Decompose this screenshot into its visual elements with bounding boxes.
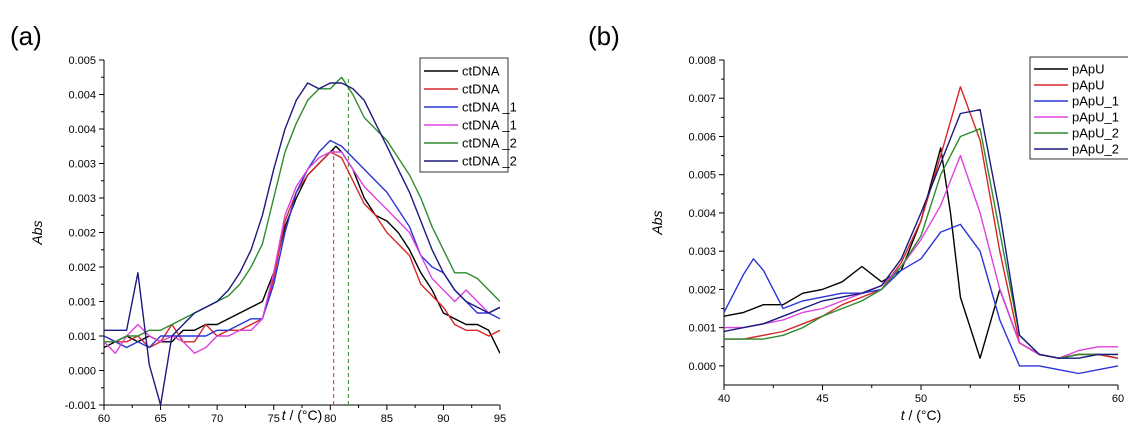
series-line-2: [724, 223, 1118, 375]
y-tick-label: 0.004: [68, 124, 96, 136]
x-tick-label: 70: [211, 413, 223, 425]
legend-label: ctDNA _2: [462, 154, 517, 169]
y-tick-label: 0.007: [688, 93, 716, 105]
legend-label: pApU_2: [1072, 126, 1119, 141]
x-tick-label: 85: [381, 413, 393, 425]
series-line-5: [724, 108, 1118, 359]
y-tick-label: 0.004: [68, 90, 96, 102]
legend-label: pApU_1: [1072, 110, 1119, 125]
y-tick-label: 0.001: [688, 323, 716, 335]
legend-label: ctDNA: [462, 82, 500, 97]
legend-label: pApU: [1072, 78, 1105, 93]
series-line-3: [724, 154, 1118, 359]
y-tick-label: 0.008: [688, 55, 716, 67]
x-tick-label: 50: [915, 393, 927, 405]
y-tick-label: 0.003: [68, 193, 96, 205]
legend-label: pApU_1: [1072, 94, 1119, 109]
y-tick-label: 0.001: [68, 297, 96, 309]
x-tick-label: 90: [437, 413, 449, 425]
legend-box: [1029, 56, 1128, 160]
legend-label: ctDNA _1: [462, 100, 517, 115]
y-tick-label: 0.005: [68, 55, 96, 67]
series-line-5: [104, 82, 500, 406]
x-tick-label: 65: [154, 413, 166, 425]
x-tick-label: 45: [816, 393, 828, 405]
x-tick-label: 60: [98, 413, 110, 425]
y-tick-label: 0.000: [68, 366, 96, 378]
y-tick-label: 0.000: [688, 361, 716, 373]
y-axis-label: Abs: [29, 220, 45, 245]
x-tick-label: 60: [1112, 393, 1124, 405]
x-tick-label: 55: [1013, 393, 1025, 405]
x-tick-label: 95: [494, 413, 506, 425]
legend-label: ctDNA: [462, 64, 500, 79]
panel-label: (a): [10, 21, 42, 51]
legend-label: ctDNA _1: [462, 118, 517, 133]
series-line-4: [724, 128, 1118, 359]
series-line-2: [104, 139, 500, 349]
chart-panel-1: (b) 40 45 50 55 60 0.000 0.001 0.002 0.003 0.004 0.…: [588, 21, 1128, 423]
y-tick-label: 0.004: [688, 208, 716, 220]
y-tick-label: 0.005: [688, 170, 716, 182]
y-axis-label: Abs: [649, 210, 665, 235]
series-line-3: [104, 151, 500, 354]
series-line-1: [104, 151, 500, 349]
y-tick-label: 0.002: [68, 228, 96, 240]
y-tick-label: 0.003: [68, 159, 96, 171]
y-tick-label: 0.006: [688, 131, 716, 143]
legend-label: ctDNA _2: [462, 136, 517, 151]
legend-label: pApU_2: [1072, 142, 1119, 157]
y-tick-label: 0.001: [68, 331, 96, 343]
series-line-0: [724, 147, 1118, 359]
y-tick-label: -0.001: [65, 400, 96, 412]
x-axis-label: t / (°C): [282, 407, 323, 423]
y-tick-label: 0.002: [688, 284, 716, 296]
chart-panel-0: (a) 60 65 70 75 80 85 90 95 -0.001 0.000 0.001 0.001…: [10, 21, 517, 425]
x-tick-label: 80: [324, 413, 336, 425]
x-axis-label: t / (°C): [901, 407, 942, 423]
legend-label: pApU: [1072, 62, 1105, 77]
y-tick-label: 0.002: [68, 262, 96, 274]
series-line-4: [104, 76, 500, 343]
x-tick-label: 75: [268, 413, 280, 425]
legend-box: [419, 57, 509, 173]
y-tick-label: 0.003: [688, 246, 716, 258]
x-tick-label: 40: [718, 393, 730, 405]
panel-label: (b): [588, 21, 620, 51]
